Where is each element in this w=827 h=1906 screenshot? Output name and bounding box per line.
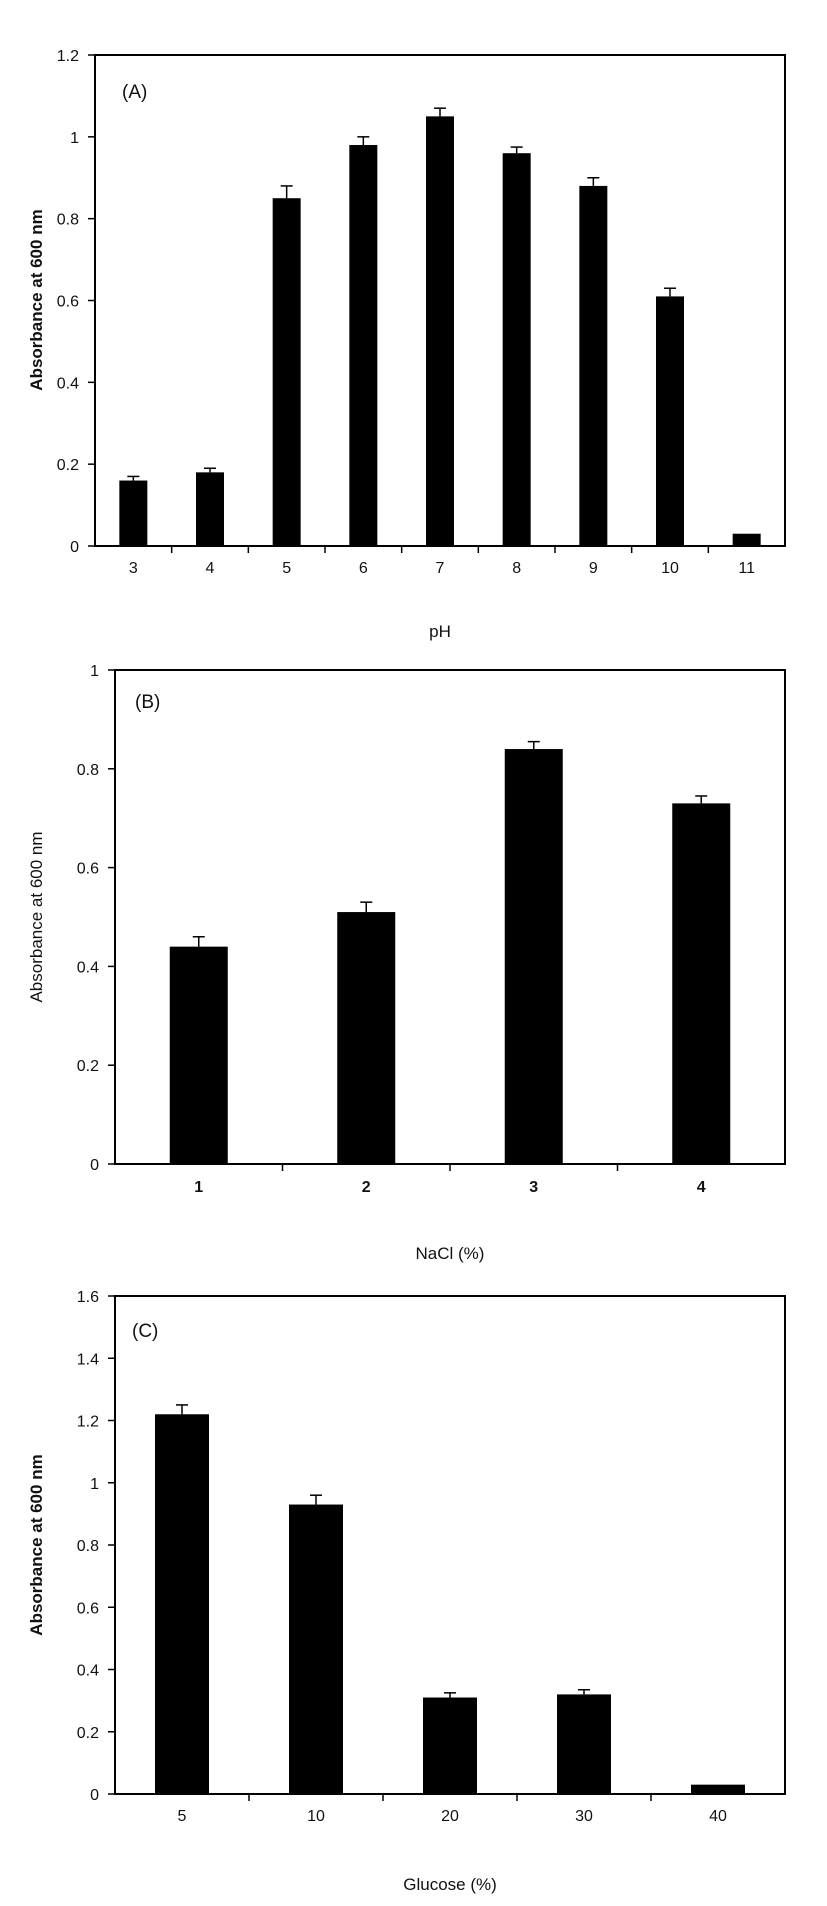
x-ticks-c: 5 10 20 30 40 [178,1794,727,1825]
x-tick-label-6: 6 [359,560,368,577]
x-tick-label-9: 9 [589,560,598,577]
y-tick-label: 0 [90,1787,99,1804]
bar-11 [732,533,761,546]
x-ticks-b: 1 2 3 4 [194,1164,706,1196]
y-axis-label-c: Absorbance at 600 nm [27,1454,46,1635]
x-tick-label-3: 3 [129,560,138,577]
panel-label-b: (B) [135,692,160,713]
y-tick-label: 0.2 [57,457,79,474]
y-tick-label: 0 [70,539,79,556]
bar-3 [119,480,148,546]
y-tick-label: 0 [90,1157,99,1174]
x-tick-label-2: 2 [362,1179,371,1196]
y-tick-label: 1.4 [77,1351,99,1368]
bar-6 [349,145,378,546]
y-ticks-b: 0 0.2 0.4 0.6 0.8 1 [77,663,115,1174]
bar-10 [656,296,684,546]
x-axis-label-a: pH [429,622,451,641]
bar-7 [426,116,454,546]
bar-40 [691,1784,745,1794]
bar-30 [557,1694,611,1794]
bar-4 [196,472,224,546]
x-tick-label-20: 20 [441,1808,459,1825]
bar-4 [672,803,731,1164]
y-tick-label: 0.8 [77,1538,99,1555]
y-tick-label: 1.2 [77,1414,99,1431]
x-ticks-a: 3 4 5 6 7 8 9 10 11 [129,546,755,577]
y-tick-label: 0.4 [77,1663,99,1680]
x-tick-label-1: 1 [194,1179,203,1196]
y-tick-label: 0.2 [77,1058,99,1075]
y-tick-label: 0.2 [77,1725,99,1742]
y-axis-label-a: Absorbance at 600 nm [27,209,46,390]
y-ticks-a: 0 0.2 0.4 0.6 0.8 1 1.2 [57,48,95,556]
bar-20 [423,1697,477,1794]
bar-1 [169,946,228,1164]
panel-label-c: (C) [132,1321,158,1342]
y-tick-label: 0.8 [57,212,79,229]
bar-5 [155,1414,209,1794]
x-tick-label-10: 10 [661,560,679,577]
chart-panel-a: (A) Absorbance at 600 nm pH 0 0.2 0.4 0.6 0.… [27,48,786,641]
y-tick-label: 0.4 [77,959,99,976]
x-tick-label-11: 11 [738,560,755,577]
bar-3 [504,749,563,1164]
chart-panel-b: (B) Absorbance at 600 nm NaCl (%) 0 0.2 0.… [27,663,786,1263]
y-tick-label: 1 [70,130,79,147]
y-tick-label: 0.8 [77,762,99,779]
x-axis-label-c: Glucose (%) [403,1875,497,1894]
x-tick-label-7: 7 [436,560,445,577]
x-tick-label-3: 3 [529,1179,538,1196]
y-tick-label: 0.6 [57,294,79,311]
x-tick-label-40: 40 [709,1808,727,1825]
x-tick-label-8: 8 [512,560,521,577]
bars-c [155,1404,745,1794]
chart-panel-c: (C) Absorbance at 600 nm Glucose (%) 0 0.… [27,1289,786,1894]
bar-5 [272,198,301,547]
bar-10 [289,1504,343,1794]
y-tick-label: 0.4 [57,375,79,392]
panel-label-a: (A) [122,82,147,103]
bar-8 [502,153,531,546]
bar-2 [337,912,396,1164]
y-axis-label-b: Absorbance at 600 nm [27,831,46,1002]
y-tick-label: 0.6 [77,1600,99,1617]
y-ticks-c: 0 0.2 0.4 0.6 0.8 1 1.2 1.4 1.6 [77,1289,115,1804]
bar-9 [579,185,608,546]
y-tick-label: 1 [90,1476,99,1493]
x-tick-label-30: 30 [575,1808,593,1825]
x-tick-label-4: 4 [697,1179,706,1196]
x-tick-label-5: 5 [282,560,291,577]
x-tick-label-4: 4 [206,560,215,577]
x-axis-label-b: NaCl (%) [416,1244,485,1263]
bars-a [119,107,761,547]
x-tick-label-10: 10 [307,1808,325,1825]
y-tick-label: 1.6 [77,1289,99,1306]
bars-b [169,740,731,1164]
y-tick-label: 1 [90,663,99,680]
x-tick-label-5: 5 [178,1808,187,1825]
y-tick-label: 1.2 [57,48,79,65]
y-tick-label: 0.6 [77,861,99,878]
